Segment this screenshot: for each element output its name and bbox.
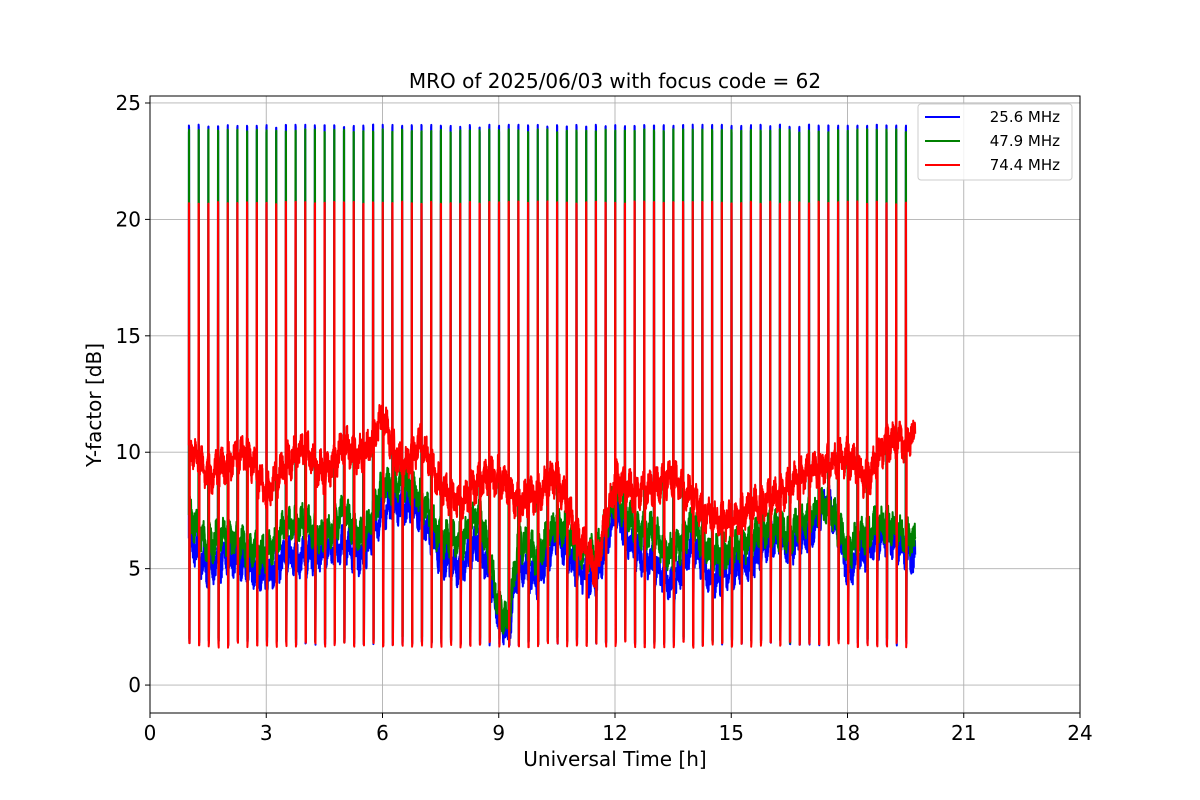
y-tick-label: 0 — [128, 673, 141, 697]
ticks: 0 3 6 9 12 15 18 21 24 0 5 10 15 20 25 — [116, 91, 1093, 745]
x-tick-label: 6 — [376, 721, 389, 745]
x-tick-label: 9 — [492, 721, 505, 745]
chart-title: MRO of 2025/06/03 with focus code = 62 — [409, 69, 821, 93]
y-tick-label: 10 — [116, 440, 141, 464]
y-tick-label: 20 — [116, 207, 141, 231]
plot-area — [187, 123, 917, 649]
x-tick-label: 0 — [144, 721, 157, 745]
x-tick-label: 3 — [260, 721, 273, 745]
legend-label: 74.4 MHz — [990, 156, 1060, 174]
series-line-25-6-mhz — [187, 123, 917, 647]
legend-box — [917, 103, 1073, 181]
y-tick-label: 5 — [128, 557, 141, 581]
series-line-74-4-mhz — [187, 200, 917, 649]
x-tick-label: 12 — [602, 721, 627, 745]
x-axis-label: Universal Time [h] — [523, 747, 706, 771]
x-tick-label: 24 — [1067, 721, 1092, 745]
y-axis-label: Y-factor [dB] — [82, 343, 106, 468]
legend-label: 25.6 MHz — [990, 108, 1060, 126]
x-tick-label: 18 — [835, 721, 860, 745]
y-tick-label: 15 — [116, 324, 141, 348]
series-line-47-9-mhz — [187, 128, 917, 645]
x-tick-label: 15 — [719, 721, 744, 745]
legend-label: 47.9 MHz — [990, 132, 1060, 150]
x-tick-label: 21 — [951, 721, 976, 745]
y-tick-label: 25 — [116, 91, 141, 115]
legend: 25.6 MHz 47.9 MHz 74.4 MHz — [917, 103, 1073, 181]
